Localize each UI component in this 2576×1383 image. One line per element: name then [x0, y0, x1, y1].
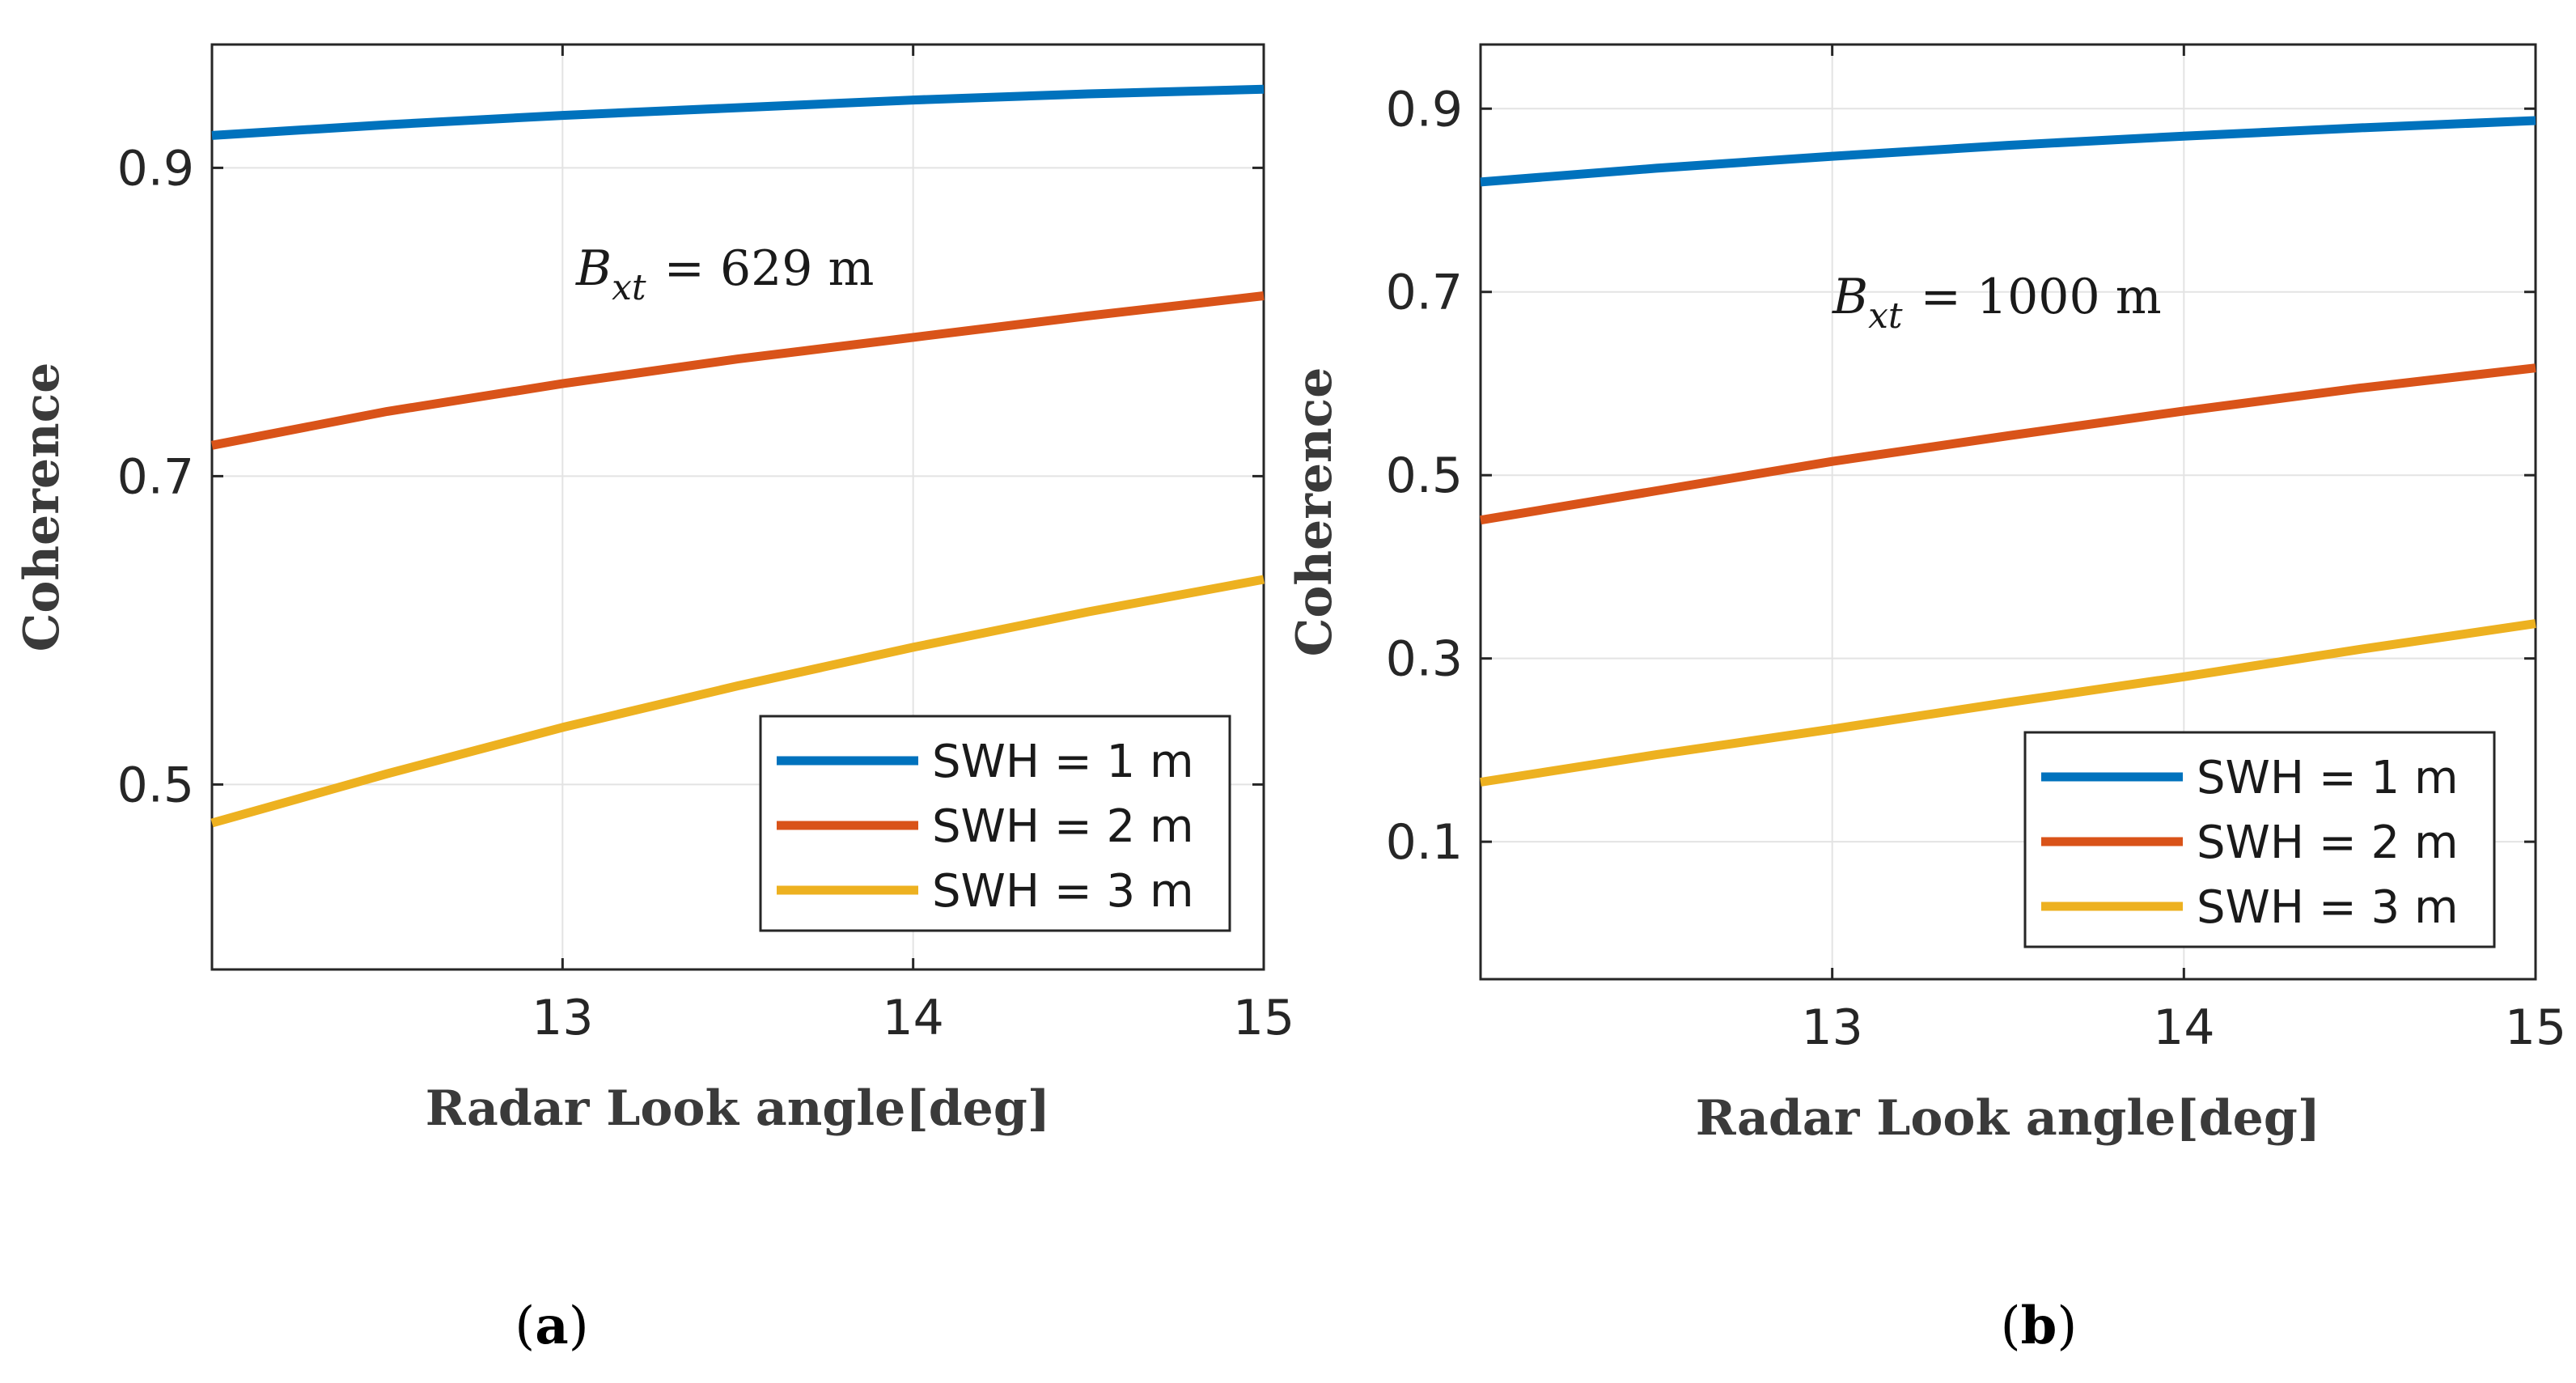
x-tick-label: 14: [882, 990, 943, 1046]
y-tick-label: 0.7: [117, 448, 194, 505]
y-tick-label: 0.9: [117, 140, 194, 197]
x-tick-label: 13: [532, 990, 593, 1046]
caption-close-paren: ): [2057, 1296, 2077, 1356]
legend-label-swh-3: SWH = 3 m: [2197, 881, 2459, 934]
y-axis-label: Coherence: [14, 363, 70, 652]
series-line-swh-3: [1480, 619, 2536, 787]
caption-letter: a: [535, 1296, 568, 1356]
x-axis-label: Radar Look angle[deg]: [1696, 1090, 2320, 1147]
y-tick-label: 0.5: [117, 757, 194, 813]
legend-label-swh-1: SWH = 1 m: [2197, 752, 2459, 804]
baseline-annotation: Bxt = 629 m: [575, 240, 874, 308]
y-tick-label: 0.9: [1386, 81, 1463, 138]
x-tick-label: 13: [1801, 999, 1862, 1056]
caption-letter: b: [2021, 1296, 2057, 1356]
legend-label-swh-2: SWH = 2 m: [932, 800, 1194, 853]
legend: SWH = 1 m SWH = 2 m SWH = 3 m: [759, 715, 1231, 932]
axes-box: [1479, 43, 2537, 981]
annotation-symbol: B: [1832, 269, 1868, 325]
y-tick-label: 0.5: [1386, 448, 1463, 504]
series-line-swh-1: [211, 84, 1265, 140]
axes-box: [210, 43, 1265, 971]
annotation-subscript: xt: [1868, 295, 1903, 337]
series-line-swh-2: [210, 291, 1265, 450]
x-axis-label: Radar Look angle[deg]: [426, 1080, 1050, 1137]
y-tick-label: 0.3: [1386, 631, 1463, 688]
annotation-value: = 629 m: [664, 240, 875, 297]
x-tick-label: 15: [1233, 990, 1294, 1046]
legend: SWH = 1 m SWH = 2 m SWH = 3 m: [2023, 731, 2496, 948]
legend-label-swh-2: SWH = 2 m: [2197, 817, 2459, 869]
x-tick-label: 15: [2505, 999, 2566, 1056]
x-tick-label: 14: [2153, 999, 2214, 1056]
annotation-subscript: xt: [612, 267, 646, 308]
legend-label-swh-3: SWH = 3 m: [932, 865, 1194, 918]
series-line-swh-1: [1480, 116, 2536, 187]
y-tick-label: 0.1: [1386, 814, 1463, 871]
caption-open-paren: (: [2001, 1296, 2021, 1356]
legend-label-swh-1: SWH = 1 m: [932, 736, 1194, 788]
caption-open-paren: (: [515, 1296, 535, 1356]
y-tick-label: 0.7: [1386, 265, 1463, 321]
series-line-swh-2: [1480, 363, 2536, 525]
series-line-swh-3: [210, 575, 1265, 828]
baseline-annotation: Bxt = 1000 m: [1832, 269, 2162, 337]
panel-caption: (a): [515, 1296, 588, 1356]
caption-close-paren: ): [569, 1296, 589, 1356]
y-axis-label: Coherence: [1286, 367, 1343, 657]
annotation-symbol: B: [575, 240, 612, 297]
panel-caption: (b): [2001, 1296, 2078, 1356]
annotation-value: = 1000 m: [1921, 269, 2162, 325]
chart-panel-b: 13 14 15 0.1 0.3 0.5 0.7 0.9 Bxt = 1000 m SWH = 1 …: [1286, 43, 2566, 1356]
